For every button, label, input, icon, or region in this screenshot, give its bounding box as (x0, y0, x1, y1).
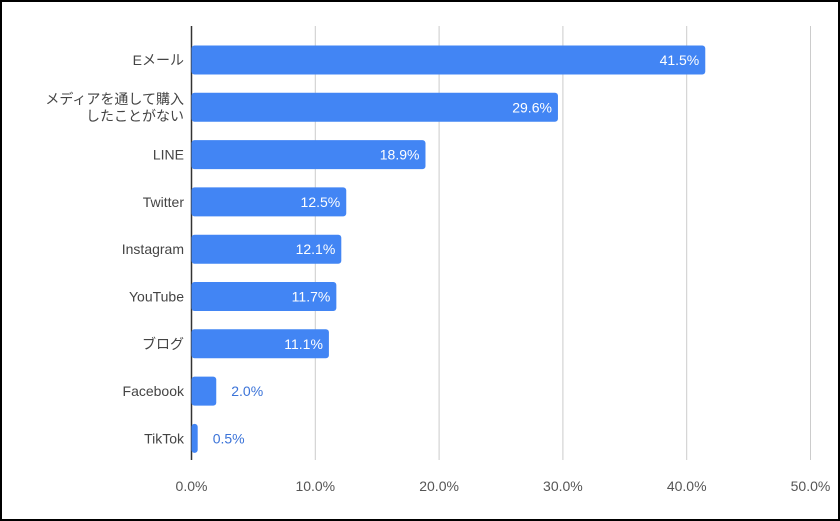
x-tick-label: 30.0% (543, 478, 583, 494)
category-label: Twitter (143, 194, 185, 210)
bars (191, 45, 706, 453)
data-label: 0.5% (213, 430, 245, 446)
x-tick-label: 50.0% (791, 478, 831, 494)
data-label: 12.5% (301, 194, 341, 210)
x-tick-label: 20.0% (419, 478, 459, 494)
bar (191, 376, 217, 406)
bar (191, 423, 198, 453)
category-label: したことがない (86, 108, 184, 124)
category-label: Instagram (122, 241, 184, 257)
category-label: Eメール (133, 52, 184, 68)
bar (191, 45, 706, 75)
data-label: 2.0% (231, 383, 263, 399)
data-label: 29.6% (512, 99, 552, 115)
category-label: ブログ (142, 336, 184, 352)
category-label: TikTok (144, 430, 185, 446)
bar (191, 282, 337, 311)
x-tick-label: 0.0% (176, 478, 208, 494)
data-label: 41.5% (660, 52, 700, 68)
category-label: LINE (153, 147, 184, 163)
x-tick-label: 10.0% (295, 478, 335, 494)
category-label: Facebook (123, 383, 185, 399)
bar (191, 92, 558, 122)
data-label: 18.9% (380, 147, 420, 163)
category-label: メディアを通して購入 (45, 91, 184, 107)
x-tick-label: 40.0% (667, 478, 707, 494)
bar (191, 234, 342, 264)
bar (191, 187, 347, 217)
data-label: 12.1% (296, 241, 336, 257)
labels: 0.0% 10.0% 20.0% 30.0% 40.0% 50.0% Eメール 41.5% メデ… (45, 52, 830, 494)
data-label: 11.7% (292, 289, 331, 305)
bar (191, 329, 329, 359)
data-label: 11.1% (284, 336, 323, 352)
bar (191, 140, 426, 170)
category-label: YouTube (129, 289, 184, 305)
